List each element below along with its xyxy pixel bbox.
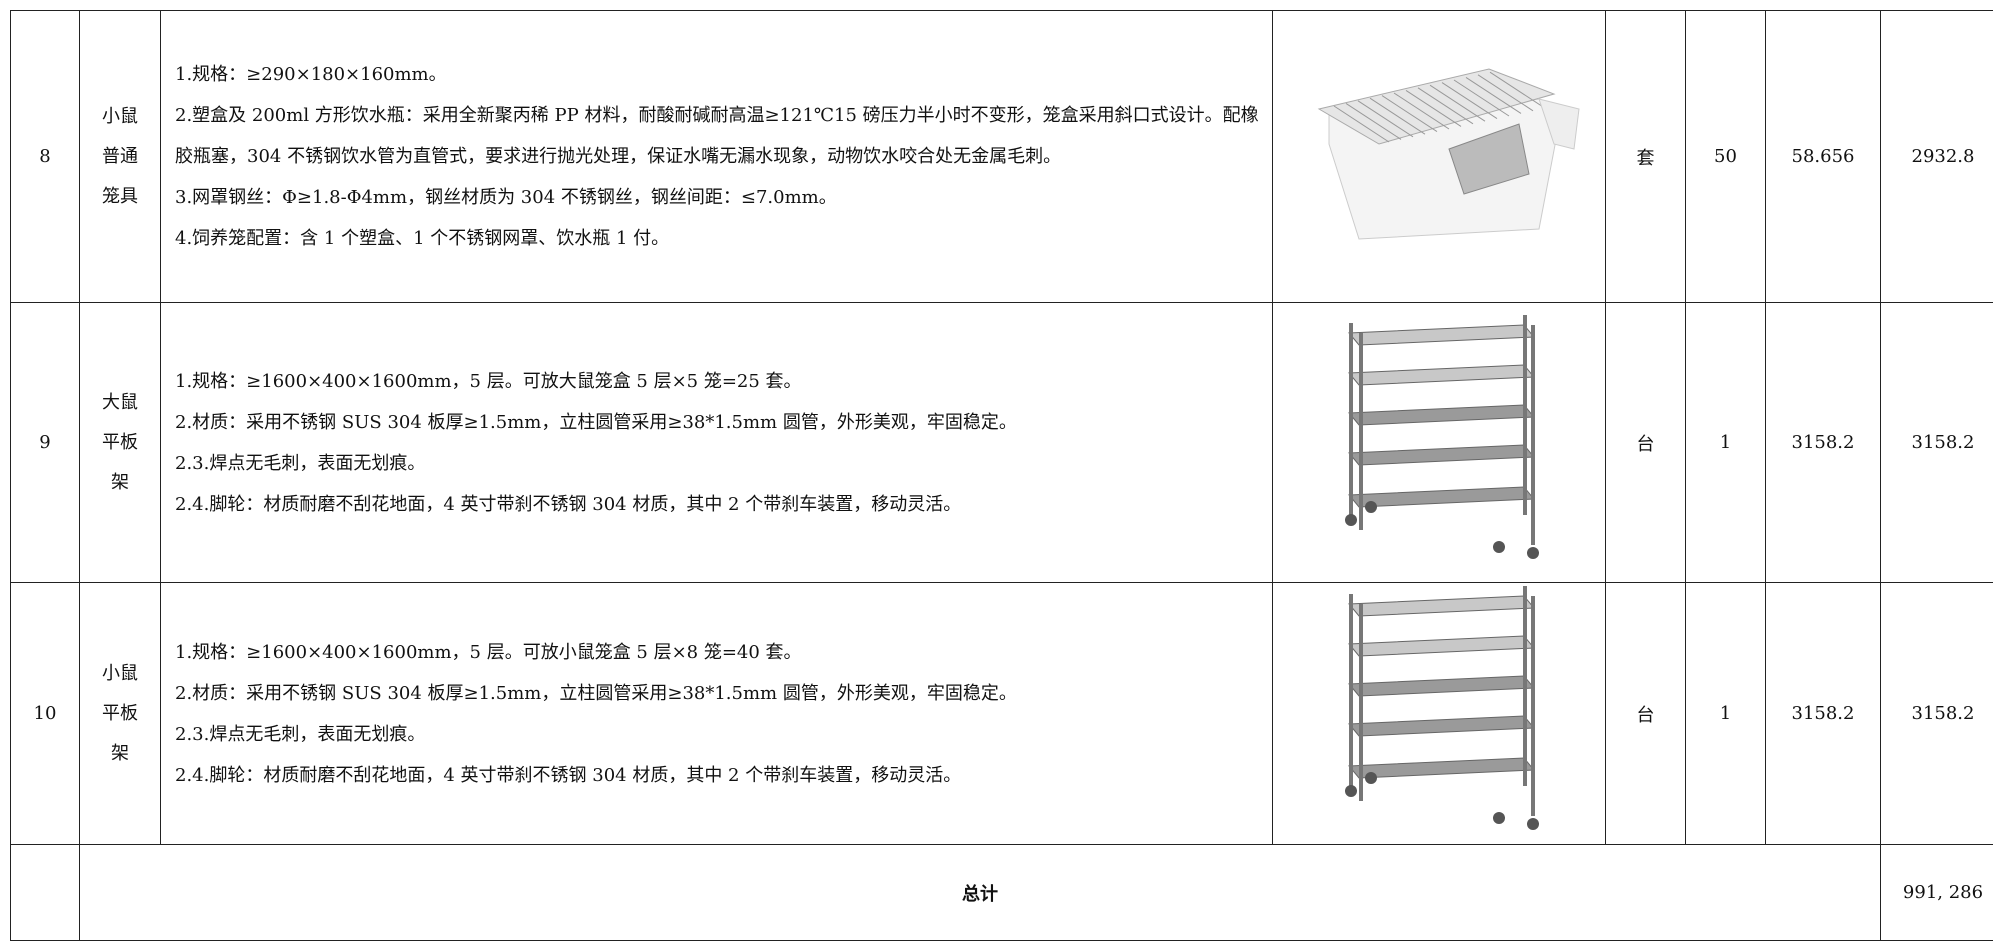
desc-line: 2.3.焊点无毛刺，表面无划痕。 [175, 714, 1264, 755]
item-amount: 3158.2 [1881, 303, 1993, 583]
item-price: 3158.2 [1766, 303, 1881, 583]
name-line: 普通 [80, 137, 160, 177]
item-price: 3158.2 [1766, 583, 1881, 845]
item-amount: 2932.8 [1881, 11, 1993, 303]
item-image [1273, 11, 1606, 303]
item-unit: 套 [1606, 11, 1686, 303]
total-row: 总计 991, 286 [11, 845, 1993, 941]
item-image [1273, 583, 1606, 845]
total-label: 总计 [80, 845, 1881, 941]
item-price: 58.656 [1766, 11, 1881, 303]
item-qty: 1 [1686, 583, 1766, 845]
name-line: 平板 [80, 423, 160, 463]
name-line: 架 [80, 734, 160, 774]
item-no: 9 [11, 303, 80, 583]
rack-image [1329, 315, 1549, 565]
item-unit: 台 [1606, 303, 1686, 583]
desc-line: 2.3.焊点无毛刺，表面无划痕。 [175, 443, 1264, 484]
name-line: 架 [80, 463, 160, 503]
total-amount: 991, 286 [1881, 845, 1993, 941]
desc-line: 1.规格：≥1600×400×1600mm，5 层。可放大鼠笼盒 5 层×5 笼… [175, 361, 1264, 402]
rack-image [1329, 586, 1549, 836]
desc-line: 4.饲养笼配置：含 1 个塑盒、1 个不锈钢网罩、饮水瓶 1 付。 [175, 218, 1264, 259]
empty-cell [11, 845, 80, 941]
name-line: 大鼠 [80, 383, 160, 423]
desc-line: 3.网罩钢丝：Φ≥1.8-Φ4mm，钢丝材质为 304 不锈钢丝，钢丝间距：≤7… [175, 177, 1264, 218]
name-line: 小鼠 [80, 97, 160, 137]
item-amount: 3158.2 [1881, 583, 1993, 845]
item-no: 10 [11, 583, 80, 845]
item-name: 大鼠平板架 [80, 303, 161, 583]
item-qty: 1 [1686, 303, 1766, 583]
item-desc: 1.规格：≥1600×400×1600mm，5 层。可放小鼠笼盒 5 层×8 笼… [161, 583, 1273, 845]
desc-line: 2.塑盒及 200ml 方形饮水瓶：采用全新聚丙稀 PP 材料，耐酸耐碱耐高温≥… [175, 95, 1264, 177]
desc-line: 1.规格：≥290×180×160mm。 [175, 54, 1264, 95]
desc-line: 2.4.脚轮：材质耐磨不刮花地面，4 英寸带刹不锈钢 304 材质，其中 2 个… [175, 484, 1264, 525]
item-unit: 台 [1606, 583, 1686, 845]
name-line: 笼具 [80, 177, 160, 217]
item-name: 小鼠平板架 [80, 583, 161, 845]
item-name: 小鼠普通笼具 [80, 11, 161, 303]
cage-image [1289, 54, 1589, 254]
item-desc: 1.规格：≥290×180×160mm。2.塑盒及 200ml 方形饮水瓶：采用… [161, 11, 1273, 303]
item-image [1273, 303, 1606, 583]
name-line: 小鼠 [80, 654, 160, 694]
item-qty: 50 [1686, 11, 1766, 303]
item-desc: 1.规格：≥1600×400×1600mm，5 层。可放大鼠笼盒 5 层×5 笼… [161, 303, 1273, 583]
item-no: 8 [11, 11, 80, 303]
desc-line: 2.材质：采用不锈钢 SUS 304 板厚≥1.5mm，立柱圆管采用≥38*1.… [175, 402, 1264, 443]
desc-line: 2.材质：采用不锈钢 SUS 304 板厚≥1.5mm，立柱圆管采用≥38*1.… [175, 673, 1264, 714]
name-line: 平板 [80, 694, 160, 734]
desc-line: 2.4.脚轮：材质耐磨不刮花地面，4 英寸带刹不锈钢 304 材质，其中 2 个… [175, 755, 1264, 796]
desc-line: 1.规格：≥1600×400×1600mm，5 层。可放小鼠笼盒 5 层×8 笼… [175, 632, 1264, 673]
